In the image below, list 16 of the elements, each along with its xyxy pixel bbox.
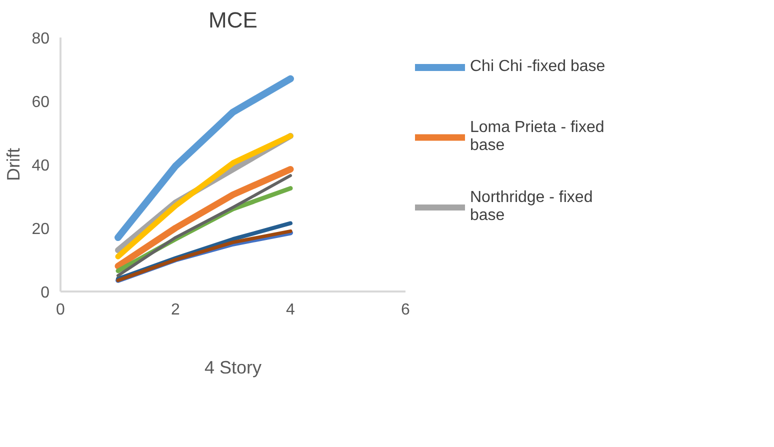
y-tick-label: 60 bbox=[32, 94, 50, 111]
legend-label: Northridge - fixed base bbox=[470, 188, 593, 226]
y-tick-label: 0 bbox=[40, 284, 50, 302]
x-axis-title: 4 Story bbox=[204, 358, 262, 378]
chart-title: MCE bbox=[208, 8, 258, 32]
legend-label: Chi Chi -fixed base bbox=[470, 57, 606, 77]
legend-label: Loma Prieta - fixed base bbox=[470, 118, 604, 156]
y-tick-label: 80 bbox=[32, 30, 50, 48]
y-axis-title: Drift bbox=[4, 148, 24, 181]
y-tick-label: 40 bbox=[32, 158, 50, 174]
x-tick-label: 0 bbox=[56, 302, 66, 318]
x-tick-label: 4 bbox=[286, 302, 296, 318]
line-series bbox=[116, 174, 292, 278]
x-tick-label: 2 bbox=[171, 302, 180, 318]
y-tick-label: 20 bbox=[32, 221, 50, 238]
x-tick-label: 6 bbox=[401, 302, 410, 318]
